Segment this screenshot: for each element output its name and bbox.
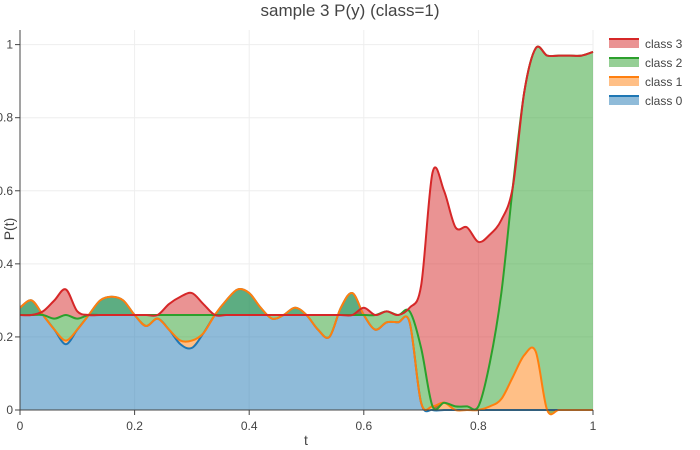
- y-tick-label: 0.6: [0, 184, 13, 198]
- legend-item-class-3[interactable]: class 3: [609, 37, 683, 51]
- legend[interactable]: class 3 class 2 class 1 class 0: [609, 37, 683, 108]
- line-class-3: [19, 45, 594, 317]
- x-tick-label: 0.8: [470, 419, 487, 433]
- y-tick-label: 1: [6, 38, 13, 52]
- area-class-3: [20, 46, 593, 410]
- legend-swatch: [609, 58, 639, 67]
- x-axis-title: t: [304, 432, 308, 448]
- legend-item-class-1[interactable]: class 1: [609, 75, 683, 89]
- legend-label: class 0: [645, 94, 683, 108]
- legend-item-class-2[interactable]: class 2: [609, 56, 683, 70]
- axes: 0 0.2 0.4 0.6 0.8 1 0 0.2 0.4 0.6 0.8 1: [0, 30, 597, 433]
- area-class-0: [20, 289, 593, 412]
- y-tick-label: 0: [6, 403, 13, 417]
- y-axis-title: P(t): [1, 218, 17, 241]
- y-tick-label: 0.4: [0, 257, 13, 271]
- legend-label: class 1: [645, 75, 683, 89]
- legend-label: class 2: [645, 56, 683, 70]
- x-tick-label: 0.4: [241, 419, 258, 433]
- y-tick-label: 0.8: [0, 111, 13, 125]
- area-class-1: [20, 289, 593, 415]
- legend-swatch: [609, 96, 639, 105]
- y-tick-label: 0.2: [0, 330, 13, 344]
- legend-swatch: [609, 77, 639, 86]
- x-tick-label: 0.6: [355, 419, 372, 433]
- legend-item-class-0[interactable]: class 0: [609, 94, 683, 108]
- stacked-areas: [19, 45, 594, 416]
- x-tick-label: 1: [590, 419, 597, 433]
- x-tick-label: 0: [17, 419, 24, 433]
- legend-label: class 3: [645, 37, 683, 51]
- x-tick-label: 0.2: [126, 419, 143, 433]
- chart-title: sample 3 P(y) (class=1): [260, 1, 439, 20]
- legend-swatch: [609, 39, 639, 48]
